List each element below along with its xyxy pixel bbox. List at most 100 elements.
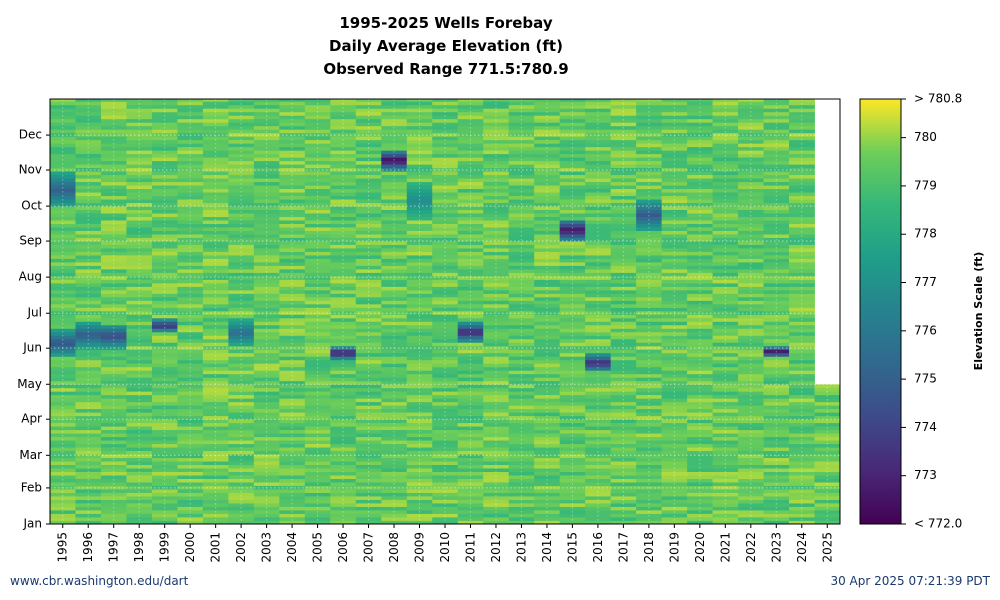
heatmap-cell	[457, 359, 484, 364]
heatmap-cell	[636, 234, 663, 238]
heatmap-cell	[534, 171, 561, 176]
heatmap-cell	[100, 412, 127, 417]
heatmap-cell	[100, 391, 127, 396]
heatmap-cell	[585, 160, 612, 165]
colorbar-tick-778: 778	[914, 227, 937, 241]
heatmap-cell	[279, 314, 306, 319]
heatmap-cell	[406, 244, 433, 249]
heatmap-cell	[687, 387, 713, 392]
heatmap-cell	[279, 118, 306, 123]
heatmap-cell	[636, 269, 663, 273]
heatmap-cell	[738, 101, 764, 106]
heatmap-cell	[304, 510, 331, 514]
heatmap-cell	[304, 485, 331, 490]
heatmap-cell	[789, 321, 815, 326]
heatmap-cell	[738, 223, 764, 228]
heatmap-cell	[355, 412, 382, 417]
heatmap-cell	[610, 345, 637, 350]
heatmap-cell	[381, 408, 408, 413]
heatmap-cell	[75, 412, 102, 417]
heatmap-cell	[279, 342, 306, 347]
heatmap-cell	[457, 185, 484, 190]
heatmap-cell	[636, 223, 663, 228]
heatmap-cell	[228, 328, 255, 333]
heatmap-cell	[738, 282, 764, 287]
heatmap-cell	[789, 394, 815, 399]
heatmap-cell	[151, 464, 178, 469]
heatmap-cell	[559, 199, 586, 204]
heatmap-cell	[534, 157, 561, 162]
heatmap-cell	[712, 244, 739, 249]
heatmap-cell	[279, 352, 306, 357]
heatmap-cell	[712, 223, 739, 228]
heatmap-cell	[636, 377, 663, 382]
heatmap-cell	[355, 384, 382, 389]
heatmap-cell	[483, 338, 510, 343]
heatmap-cell	[432, 125, 459, 130]
heatmap-cell	[50, 356, 76, 361]
heatmap-cell	[559, 464, 586, 469]
heatmap-cell	[483, 153, 510, 158]
heatmap-cell	[763, 286, 790, 291]
heatmap-cell	[330, 99, 357, 102]
heatmap-cell	[636, 328, 663, 333]
heatmap-cell	[814, 513, 841, 518]
heatmap-cell	[432, 352, 459, 357]
heatmap-cell	[381, 513, 408, 518]
heatmap-cell	[304, 275, 331, 280]
heatmap-cell	[279, 258, 306, 263]
heatmap-cell	[789, 202, 815, 207]
heatmap-cell	[151, 478, 178, 483]
heatmap-cell	[50, 342, 76, 347]
heatmap-cell	[228, 370, 255, 375]
heatmap-cell	[789, 185, 815, 190]
heatmap-cell	[636, 296, 663, 301]
heatmap-cell	[304, 436, 331, 441]
heatmap-cell	[126, 489, 153, 493]
heatmap-cell	[50, 248, 76, 252]
heatmap-cell	[687, 129, 713, 134]
heatmap-cell	[279, 286, 306, 291]
heatmap-cell	[610, 317, 637, 322]
heatmap-cell	[202, 345, 229, 350]
footer-url[interactable]: www.cbr.washington.edu/dart	[10, 574, 189, 588]
heatmap-cell	[406, 328, 433, 333]
heatmap-cell	[585, 419, 612, 424]
heatmap-cell	[661, 136, 688, 141]
heatmap-cell	[508, 265, 535, 270]
heatmap-cell	[636, 195, 663, 200]
heatmap-cell	[100, 192, 127, 197]
heatmap-cell	[610, 258, 637, 263]
heatmap-cell	[636, 408, 663, 413]
heatmap-cell	[304, 499, 331, 504]
heatmap-cell	[585, 499, 612, 504]
heatmap-cell	[406, 496, 433, 500]
heatmap-cell	[457, 426, 484, 431]
heatmap-cell	[457, 195, 484, 200]
heatmap-cell	[738, 391, 764, 396]
heatmap-cell	[687, 492, 713, 497]
heatmap-cell	[738, 377, 764, 382]
heatmap-cell	[253, 181, 280, 186]
heatmap-cell	[253, 359, 280, 364]
heatmap-cell	[661, 352, 688, 357]
heatmap-cell	[381, 272, 408, 277]
heatmap-cell	[126, 230, 153, 235]
heatmap-cell	[814, 471, 841, 476]
heatmap-cell	[559, 230, 586, 235]
heatmap-cell	[712, 447, 739, 452]
heatmap-cell	[253, 307, 280, 312]
heatmap-cell	[534, 195, 561, 200]
heatmap-cell	[789, 415, 815, 420]
heatmap-cell	[534, 457, 561, 462]
heatmap-cell	[177, 272, 204, 277]
heatmap-cell	[483, 300, 510, 305]
heatmap-cell	[355, 478, 382, 483]
heatmap-cell	[330, 199, 357, 204]
heatmap-cell	[151, 160, 178, 165]
heatmap-cell	[763, 349, 790, 354]
heatmap-cell	[50, 108, 76, 113]
heatmap-cell	[279, 345, 306, 350]
heatmap-cell	[636, 394, 663, 399]
heatmap-cell	[610, 464, 637, 469]
